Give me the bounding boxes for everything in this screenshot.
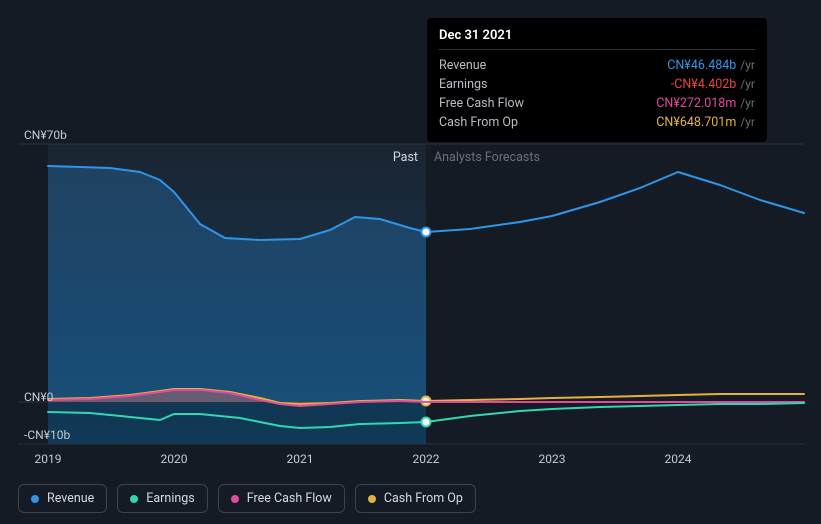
tooltip-row: Revenue CN¥46.484b/yr <box>439 56 755 75</box>
forecast-label: Analysts Forecasts <box>434 150 540 165</box>
tooltip-title: Dec 31 2021 <box>439 28 755 50</box>
legend-item-label: Revenue <box>47 491 94 506</box>
legend-item[interactable]: Earnings <box>117 484 207 513</box>
tooltip-row-label: Free Cash Flow <box>439 96 524 111</box>
tooltip-row-label: Earnings <box>439 77 487 92</box>
tooltip-row-value: CN¥648.701m/yr <box>656 115 755 130</box>
legend-item-label: Cash From Op <box>384 491 463 506</box>
chart-tooltip: Dec 31 2021 Revenue CN¥46.484b/yr Earnings… <box>427 18 767 142</box>
tooltip-row: Free Cash Flow CN¥272.018m/yr <box>439 94 755 113</box>
legend-item-label: Free Cash Flow <box>247 491 332 506</box>
tooltip-row-value: CN¥46.484b/yr <box>667 58 755 73</box>
past-label: Past <box>393 150 418 165</box>
tooltip-row: Cash From Op CN¥648.701m/yr <box>439 113 755 132</box>
y-axis-label: CN¥0 <box>24 390 53 404</box>
chart-legend: Revenue Earnings Free Cash Flow Cash From O… <box>18 484 476 513</box>
legend-dot-icon <box>31 495 39 503</box>
x-axis-label: 2021 <box>287 452 314 466</box>
x-axis-label: 2022 <box>413 452 440 466</box>
tooltip-row-label: Revenue <box>439 58 486 73</box>
tooltip-row-label: Cash From Op <box>439 115 518 130</box>
legend-dot-icon <box>231 495 239 503</box>
legend-dot-icon <box>130 495 138 503</box>
y-axis-label: -CN¥10b <box>24 428 70 442</box>
x-axis-label: 2023 <box>539 452 566 466</box>
legend-item[interactable]: Free Cash Flow <box>218 484 345 513</box>
x-axis-label: 2024 <box>665 452 692 466</box>
x-axis-label: 2020 <box>161 452 188 466</box>
legend-item[interactable]: Revenue <box>18 484 107 513</box>
tooltip-row-value: CN¥272.018m/yr <box>656 96 755 111</box>
financials-chart: CN¥70b CN¥0 -CN¥10b Past Analysts Foreca… <box>0 0 821 524</box>
legend-item-label: Earnings <box>146 491 194 506</box>
legend-item[interactable]: Cash From Op <box>355 484 476 513</box>
y-axis-label: CN¥70b <box>24 128 67 142</box>
x-axis-label: 2019 <box>35 452 62 466</box>
tooltip-row-value: -CN¥4.402b/yr <box>671 77 755 92</box>
tooltip-row: Earnings -CN¥4.402b/yr <box>439 75 755 94</box>
legend-dot-icon <box>368 495 376 503</box>
